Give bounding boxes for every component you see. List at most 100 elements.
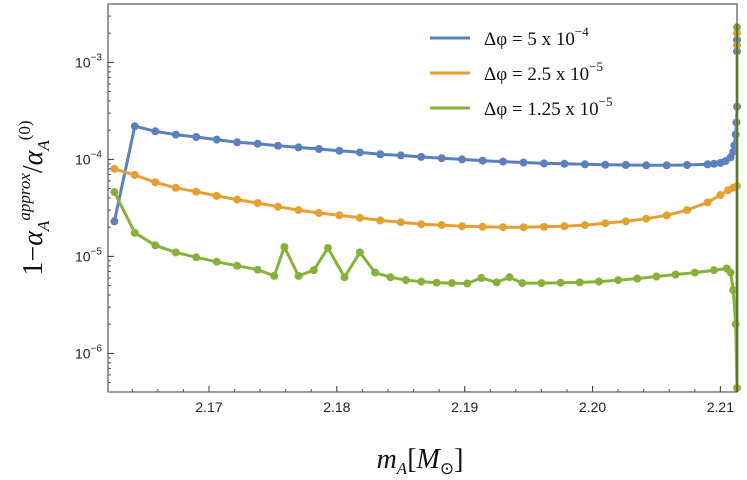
data-point	[662, 161, 671, 170]
legend-label-3: Δφ = 1.25 x 10−5	[484, 94, 613, 120]
data-point	[386, 273, 395, 282]
data-point	[683, 161, 692, 169]
data-point	[355, 248, 364, 257]
data-point	[110, 188, 119, 197]
data-point	[575, 278, 584, 287]
data-point	[505, 273, 514, 282]
data-point	[212, 191, 221, 200]
data-point	[192, 253, 201, 262]
data-point	[614, 276, 623, 285]
data-point	[518, 279, 527, 288]
data-point	[437, 221, 446, 230]
data-point	[642, 214, 651, 223]
data-point	[417, 277, 426, 286]
data-point	[323, 244, 332, 252]
data-point	[478, 156, 487, 165]
data-point	[540, 159, 548, 168]
data-point	[335, 211, 344, 220]
data-point	[130, 228, 139, 237]
legend-entry-2: Δφ = 2.5 x 10−5	[430, 59, 603, 85]
data-point	[151, 127, 160, 136]
data-point	[447, 279, 456, 288]
data-point	[171, 183, 180, 192]
data-point	[212, 257, 221, 266]
data-point	[703, 160, 712, 169]
legend: Δφ = 5 x 10−4 Δφ = 2.5 x 10−5 Δφ = 1.25 …	[430, 24, 613, 120]
data-point	[726, 268, 735, 277]
x-tick-label: 2.19	[451, 399, 478, 415]
legend-label-2: Δφ = 2.5 x 10−5	[484, 59, 603, 85]
data-point	[710, 159, 718, 168]
data-point	[280, 243, 289, 251]
plot-marks	[110, 23, 741, 392]
data-point	[731, 320, 740, 329]
series-line-2	[113, 33, 739, 229]
data-point	[274, 202, 282, 211]
data-point	[458, 155, 467, 164]
data-point	[580, 221, 589, 230]
data-point	[192, 187, 201, 196]
data-point	[314, 145, 323, 153]
data-point	[729, 147, 738, 156]
data-point	[376, 150, 385, 159]
legend-entry-3: Δφ = 1.25 x 10−5	[430, 94, 613, 120]
y-tick-label: 10−3	[75, 52, 102, 70]
data-point	[401, 276, 410, 285]
data-point	[437, 154, 446, 163]
data-point	[499, 157, 507, 166]
data-point	[253, 199, 262, 207]
data-point	[560, 222, 569, 231]
data-point	[690, 268, 699, 277]
data-point	[355, 213, 364, 222]
data-point	[294, 206, 303, 215]
plot-frame	[107, 3, 738, 393]
data-point	[212, 135, 221, 144]
data-point	[652, 272, 661, 281]
y-tick-label: 10−5	[75, 246, 102, 264]
data-point	[130, 171, 139, 179]
series-1	[110, 36, 741, 226]
data-point	[633, 274, 642, 283]
data-point	[671, 270, 680, 279]
data-point	[621, 161, 630, 169]
data-point	[396, 218, 405, 227]
data-point	[309, 266, 318, 275]
series-2	[110, 29, 741, 232]
data-point	[396, 151, 405, 160]
data-point	[716, 191, 725, 199]
data-point	[540, 222, 548, 231]
data-point	[492, 278, 501, 287]
data-point	[556, 278, 565, 287]
data-point	[335, 146, 344, 155]
legend-entry-1: Δφ = 5 x 10−4	[430, 24, 589, 50]
series-line-3	[113, 27, 739, 390]
data-point	[642, 161, 651, 170]
data-point	[355, 148, 364, 157]
data-point	[294, 271, 303, 280]
y-tick-label: 10−6	[75, 343, 102, 361]
series-3	[110, 23, 741, 392]
y-axis-label: 1−αAapprox/αA(0)	[15, 120, 53, 275]
x-tick-label: 2.20	[579, 399, 606, 415]
data-point	[253, 265, 262, 274]
data-point	[594, 277, 603, 286]
data-point	[477, 273, 486, 282]
data-point	[110, 164, 119, 173]
data-point	[171, 130, 180, 139]
data-point	[233, 195, 242, 204]
data-point	[683, 206, 692, 215]
x-tick-label: 2.18	[323, 399, 350, 415]
data-point	[417, 220, 426, 229]
data-point	[537, 279, 546, 288]
data-point	[662, 211, 671, 220]
data-point	[463, 279, 472, 288]
data-point	[499, 223, 507, 232]
data-point	[417, 152, 426, 161]
legend-label-1: Δφ = 5 x 10−4	[484, 24, 589, 50]
data-point	[151, 178, 160, 187]
data-point	[376, 216, 385, 225]
data-point	[710, 266, 718, 275]
data-point	[601, 219, 610, 228]
data-point	[192, 133, 201, 141]
